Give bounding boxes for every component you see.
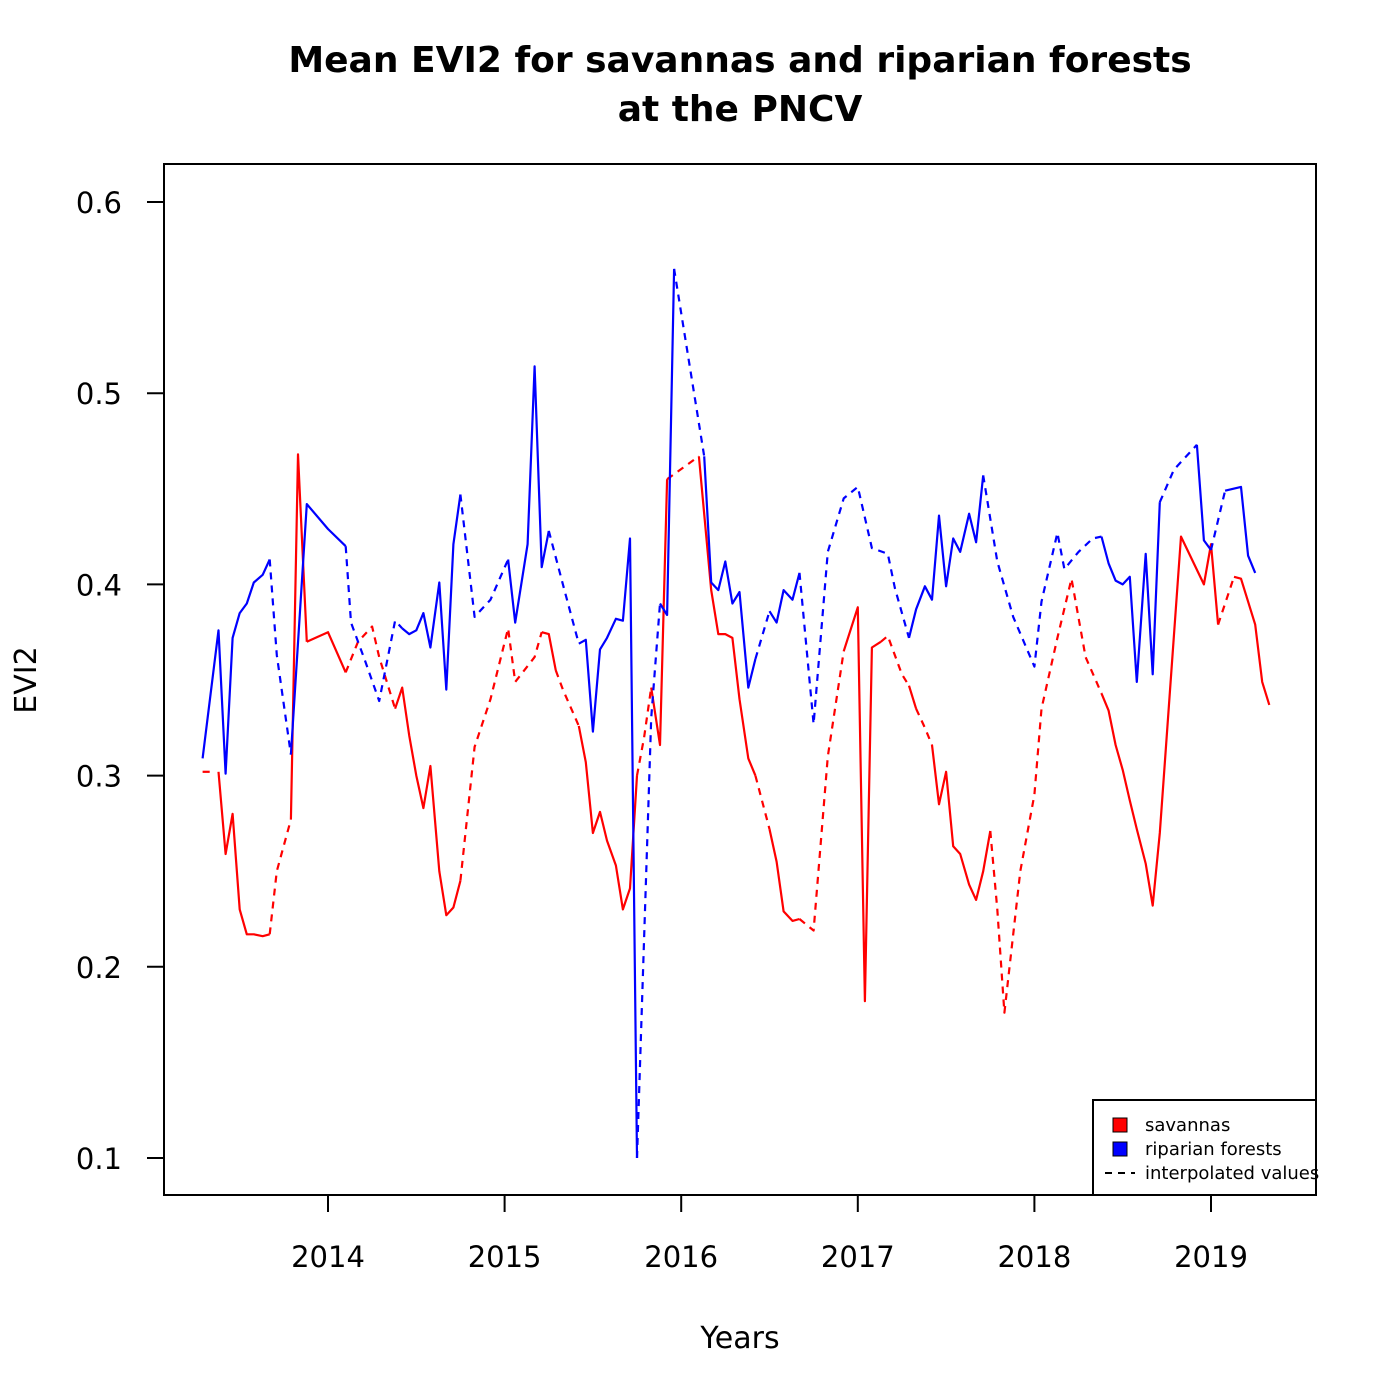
riparian-forests-line-solid xyxy=(1100,502,1161,684)
x-tick-label: 2018 xyxy=(997,1240,1071,1274)
legend-label-interpolated-values: interpolated values xyxy=(1145,1163,1319,1184)
savannas-line-solid xyxy=(930,744,992,902)
chart-title-line-1: Mean EVI2 for savannas and riparian fore… xyxy=(288,40,1191,81)
chart-title-line-2: at the PNCV xyxy=(618,89,863,130)
x-axis-label: Years xyxy=(699,1321,779,1356)
y-axis-label: EVI2 xyxy=(9,646,44,713)
y-tick-label: 0.5 xyxy=(76,377,122,411)
legend-swatch-riparian-forests xyxy=(1112,1141,1128,1157)
savannas-line-dashed xyxy=(915,708,934,746)
riparian-forests-line-dashed xyxy=(344,546,404,703)
riparian-forests-line-dashed xyxy=(1209,490,1227,551)
savannas-line-solid xyxy=(541,631,557,671)
x-axis: 2014 2015 2016 2017 2018 2019 xyxy=(291,1194,1248,1274)
savannas-line-solid xyxy=(907,685,918,710)
riparian-forests-line-solid xyxy=(289,503,347,755)
riparian-forests-line-solid xyxy=(201,559,271,775)
riparian-forests-line-solid xyxy=(1195,444,1212,551)
savannas-line-dashed xyxy=(459,627,543,881)
savannas-line-solid xyxy=(842,606,882,1003)
savannas-line-solid xyxy=(306,631,347,673)
savannas-line-solid xyxy=(577,725,639,911)
riparian-forests-line-dashed xyxy=(982,475,1102,668)
riparian-forests-line-solid xyxy=(659,268,676,617)
riparian-forests-line-dashed xyxy=(673,268,706,457)
legend-label-riparian-forests: riparian forests xyxy=(1145,1139,1282,1160)
legend: savannas riparian forests interpolated val… xyxy=(1092,1099,1319,1196)
riparian-forests-line-dashed xyxy=(547,530,580,644)
riparian-forests-line-solid xyxy=(768,572,801,624)
savannas-line-solid xyxy=(217,771,270,938)
savannas-line-dashed xyxy=(554,670,580,727)
riparian-forests-line-dashed xyxy=(268,559,292,755)
riparian-forests-line-dashed xyxy=(798,485,911,726)
plot-frame xyxy=(163,163,1317,1196)
riparian-forests-line-solid xyxy=(907,475,985,639)
y-tick-label: 0.2 xyxy=(76,951,122,985)
x-tick-label: 2017 xyxy=(821,1240,895,1274)
savannas-line-dashed xyxy=(880,634,910,687)
savannas-line-dashed xyxy=(989,577,1103,1014)
x-tick-label: 2016 xyxy=(644,1240,718,1274)
y-axis: 0.1 0.2 0.3 0.4 0.5 0.6 xyxy=(76,186,165,1176)
savannas-line-dashed xyxy=(754,775,771,830)
y-tick-label: 0.3 xyxy=(76,760,122,794)
riparian-forests-line-solid xyxy=(703,456,757,689)
riparian-forests-line-dashed xyxy=(459,494,510,619)
riparian-forests-line-dashed xyxy=(1158,444,1198,503)
x-tick-label: 2015 xyxy=(468,1240,542,1274)
riparian-forests-line-solid xyxy=(578,537,639,1159)
riparian-forests-line-solid xyxy=(1224,485,1257,574)
savannas-line-solid xyxy=(768,828,800,923)
savannas-line-solid xyxy=(1100,535,1220,907)
x-tick-label: 2019 xyxy=(1174,1240,1248,1274)
savannas-line-dashed xyxy=(666,455,700,481)
savannas-line-dashed xyxy=(344,625,397,710)
legend-label-savannas: savannas xyxy=(1145,1115,1230,1136)
riparian-forests-line-solid xyxy=(401,494,462,691)
x-tick-label: 2014 xyxy=(291,1240,365,1274)
savannas-line-solid xyxy=(394,686,462,917)
riparian-forests-line-dashed xyxy=(754,610,771,660)
y-tick-label: 0.6 xyxy=(76,186,122,220)
savannas-line-solid xyxy=(289,453,308,820)
savannas-line-dashed xyxy=(1217,576,1236,625)
savannas-line-dashed xyxy=(268,819,292,935)
savannas-line-solid xyxy=(697,456,757,777)
y-tick-label: 0.1 xyxy=(76,1142,122,1176)
riparian-forests-line-dashed xyxy=(635,603,662,1159)
savannas-line-solid xyxy=(650,479,669,747)
y-tick-label: 0.4 xyxy=(76,568,122,602)
savannas-line-dashed xyxy=(798,651,845,932)
riparian-forests-line-solid xyxy=(507,365,550,624)
legend-box xyxy=(1092,1099,1317,1196)
plot-lines xyxy=(201,268,1271,1159)
legend-swatch-savannas xyxy=(1112,1117,1128,1133)
savannas-line-solid xyxy=(1233,575,1271,706)
